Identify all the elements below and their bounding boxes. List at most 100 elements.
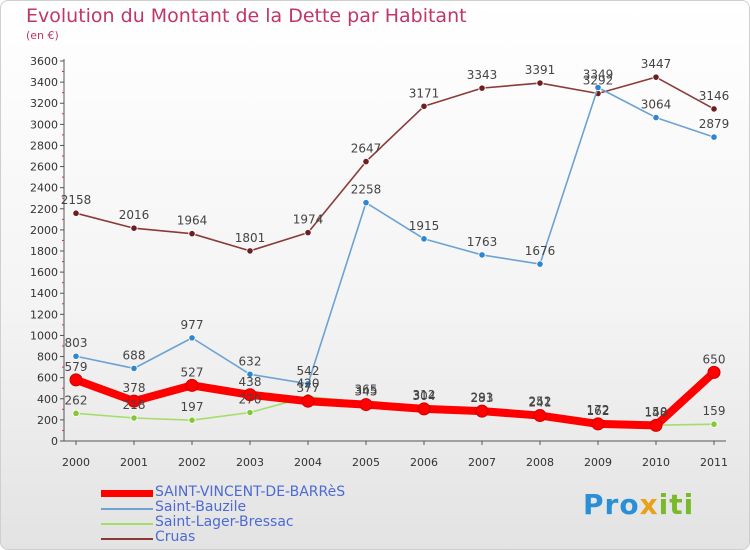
y-tick-label: 2800 bbox=[30, 139, 58, 152]
x-tick-label: 2003 bbox=[236, 456, 264, 469]
series-line bbox=[75, 86, 715, 385]
data-label: 218 bbox=[123, 398, 146, 412]
data-label: 3349 bbox=[583, 67, 614, 81]
legend-swatch bbox=[101, 490, 153, 497]
y-tick-label: 2600 bbox=[30, 161, 58, 174]
data-label: 3146 bbox=[699, 89, 730, 103]
y-tick-label: 1800 bbox=[30, 245, 58, 258]
chart-title: Evolution du Montant de la Dette par Hab… bbox=[26, 5, 467, 27]
data-label: 172 bbox=[587, 403, 610, 417]
x-tick-label: 2002 bbox=[178, 456, 206, 469]
data-label: 977 bbox=[181, 318, 204, 332]
data-label: 159 bbox=[703, 404, 726, 418]
data-label: 252 bbox=[529, 394, 552, 408]
y-tick-label: 1000 bbox=[30, 329, 58, 342]
data-label: 3171 bbox=[409, 86, 440, 100]
data-label: 3391 bbox=[525, 63, 556, 77]
data-point bbox=[417, 402, 431, 416]
series-line bbox=[72, 368, 718, 430]
data-label: 2258 bbox=[351, 183, 382, 197]
data-label: 420 bbox=[297, 377, 320, 391]
data-point bbox=[591, 417, 605, 431]
data-label: 1915 bbox=[409, 219, 440, 233]
data-label: 650 bbox=[703, 352, 726, 366]
legend-label: Saint-Lager-Bressac bbox=[155, 514, 294, 530]
y-tick-label: 2400 bbox=[30, 182, 58, 195]
data-label: 365 bbox=[355, 382, 378, 396]
data-label: 162 bbox=[587, 404, 610, 418]
data-point bbox=[246, 370, 254, 378]
data-point bbox=[652, 113, 660, 122]
data-point bbox=[359, 398, 373, 412]
data-label: 2879 bbox=[699, 117, 730, 131]
data-label: 803 bbox=[65, 336, 88, 350]
x-tick-label: 2009 bbox=[584, 456, 612, 469]
legend-swatch bbox=[101, 523, 153, 525]
legend-swatch bbox=[101, 508, 153, 510]
data-point bbox=[362, 157, 370, 166]
data-point bbox=[72, 352, 80, 360]
data-point bbox=[649, 418, 663, 432]
y-tick-label: 600 bbox=[37, 372, 58, 385]
data-point bbox=[130, 224, 138, 232]
data-label: 1801 bbox=[235, 231, 266, 245]
data-point bbox=[536, 79, 544, 87]
data-label: 312 bbox=[413, 388, 436, 402]
data-point bbox=[301, 394, 315, 408]
data-label: 378 bbox=[123, 381, 146, 395]
data-point bbox=[652, 73, 660, 81]
y-tick-label: 3000 bbox=[30, 118, 58, 131]
x-tick-label: 2006 bbox=[410, 456, 438, 469]
data-point bbox=[130, 364, 138, 372]
data-point bbox=[72, 209, 80, 217]
data-point bbox=[185, 378, 199, 392]
data-label: 438 bbox=[239, 375, 262, 389]
data-point bbox=[246, 408, 254, 417]
data-point bbox=[478, 251, 486, 259]
data-label: 527 bbox=[181, 365, 204, 379]
data-label: 3343 bbox=[467, 68, 498, 82]
data-label: 688 bbox=[123, 348, 146, 362]
data-point bbox=[188, 230, 196, 238]
legend-label: SAINT-VINCENT-DE-BARRèS bbox=[155, 484, 346, 500]
data-label: 1676 bbox=[525, 244, 556, 258]
legend-swatch bbox=[101, 538, 153, 540]
data-point bbox=[246, 247, 254, 255]
y-tick-label: 400 bbox=[37, 393, 58, 406]
data-point bbox=[478, 84, 486, 92]
data-label: 3292 bbox=[583, 74, 614, 88]
x-tick-label: 2008 bbox=[526, 456, 554, 469]
data-label: 150 bbox=[645, 405, 668, 419]
data-label: 542 bbox=[297, 364, 320, 378]
data-label: 632 bbox=[239, 354, 262, 368]
data-point bbox=[362, 199, 370, 207]
data-point bbox=[243, 388, 257, 402]
data-label: 3447 bbox=[641, 57, 672, 71]
x-tick-label: 2004 bbox=[294, 456, 322, 469]
data-label: 2647 bbox=[351, 142, 382, 156]
chart-unit-label: (en €) bbox=[26, 29, 59, 42]
data-point bbox=[710, 105, 718, 113]
data-label: 148 bbox=[645, 405, 668, 419]
data-label: 3064 bbox=[641, 98, 672, 112]
data-label: 283 bbox=[471, 391, 494, 405]
x-tick-label: 2001 bbox=[120, 456, 148, 469]
y-tick-label: 3200 bbox=[30, 97, 58, 110]
data-label: 1974 bbox=[293, 213, 324, 227]
y-tick-label: 1600 bbox=[30, 266, 58, 279]
data-label: 197 bbox=[181, 400, 204, 414]
y-tick-label: 3400 bbox=[30, 76, 58, 89]
data-label: 1964 bbox=[177, 214, 208, 228]
data-point bbox=[594, 83, 602, 92]
legend-label: Saint-Bauzile bbox=[155, 499, 247, 515]
data-point bbox=[710, 420, 718, 428]
y-tick-label: 3600 bbox=[30, 55, 58, 68]
x-tick-label: 2011 bbox=[700, 456, 728, 469]
data-point bbox=[69, 373, 83, 387]
y-tick-label: 1400 bbox=[30, 287, 58, 300]
data-label: 2158 bbox=[61, 193, 92, 207]
y-tick-label: 800 bbox=[37, 351, 58, 364]
brand-logo: Proxiti bbox=[583, 488, 695, 521]
data-label: 291 bbox=[471, 390, 494, 404]
